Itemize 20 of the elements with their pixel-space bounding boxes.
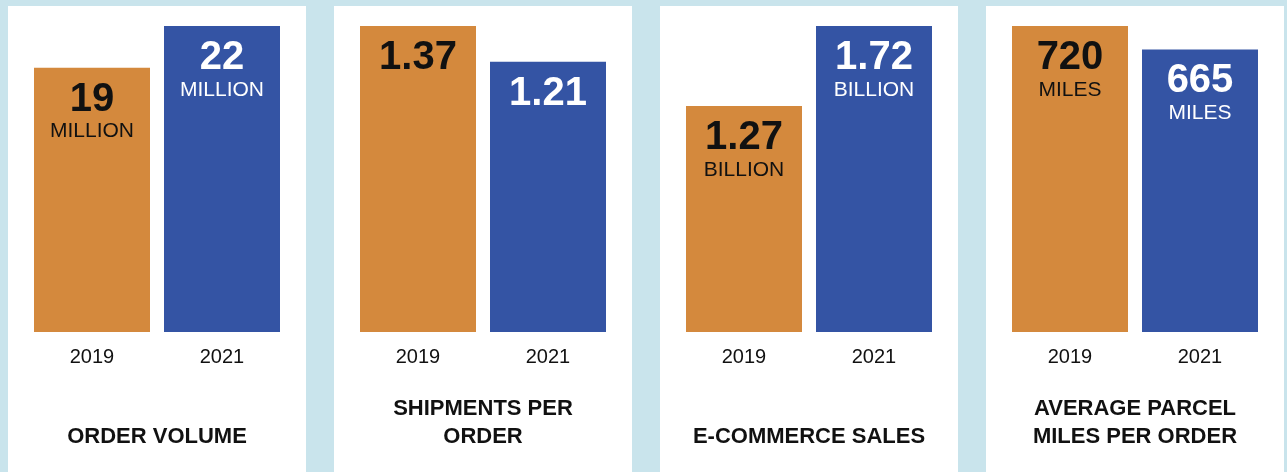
data-label: 19 MILLION	[49, 74, 135, 142]
x-tick-label: 2021	[199, 345, 245, 367]
data-label: 1.37	[379, 33, 457, 77]
data-label: 1.72 BILLION	[833, 33, 915, 100]
x-tick-label: 2019	[395, 345, 441, 367]
data-label: 720 MILES	[1036, 33, 1104, 100]
data-label: 1.27 BILLION	[703, 113, 785, 180]
data-label: 1.21	[509, 68, 587, 113]
x-tick-label: 2019	[69, 345, 115, 367]
x-tick-label: 2021	[851, 345, 897, 367]
data-label: 665 MILES	[1166, 56, 1234, 123]
text: SHIPMENTS PER ORDER	[392, 394, 574, 450]
x-tick-label: 2019	[1047, 345, 1093, 367]
data-label: 22 MILLION	[179, 33, 265, 100]
x-tick-label: 2021	[1177, 345, 1223, 367]
text: AVERAGE PARCEL MILES PER ORDER	[1031, 394, 1239, 450]
text: E-COMMERCE SALES	[691, 422, 927, 450]
x-tick-label: 2021	[525, 345, 571, 367]
text: ORDER VOLUME	[66, 422, 248, 450]
x-tick-label: 2019	[721, 345, 767, 367]
